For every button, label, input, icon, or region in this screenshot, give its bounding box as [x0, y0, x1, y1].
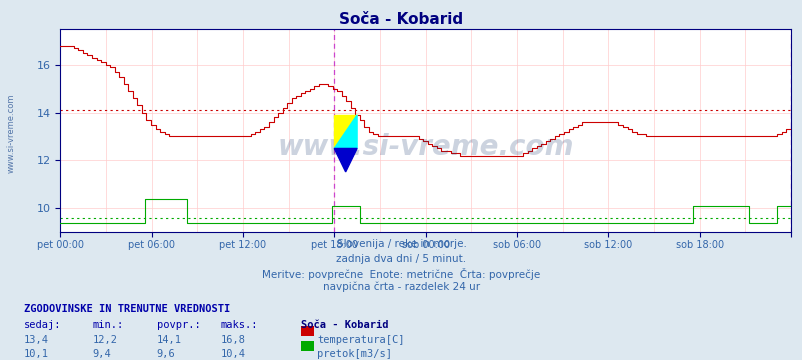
Text: povpr.:: povpr.:: [156, 320, 200, 330]
Text: ZGODOVINSKE IN TRENUTNE VREDNOSTI: ZGODOVINSKE IN TRENUTNE VREDNOSTI: [24, 304, 230, 314]
Polygon shape: [334, 115, 357, 148]
Text: www.si-vreme.com: www.si-vreme.com: [6, 94, 15, 173]
Text: 16,8: 16,8: [221, 335, 245, 345]
Text: 13,4: 13,4: [24, 335, 49, 345]
Polygon shape: [334, 115, 357, 148]
Text: temperatura[C]: temperatura[C]: [317, 335, 404, 345]
Text: www.si-vreme.com: www.si-vreme.com: [277, 133, 573, 161]
Text: 12,2: 12,2: [92, 335, 117, 345]
Text: zadnja dva dni / 5 minut.: zadnja dva dni / 5 minut.: [336, 254, 466, 264]
Text: 10,4: 10,4: [221, 349, 245, 359]
Text: 14,1: 14,1: [156, 335, 181, 345]
Text: 9,4: 9,4: [92, 349, 111, 359]
Text: Slovenija / reke in morje.: Slovenija / reke in morje.: [336, 239, 466, 249]
Text: navpična črta - razdelek 24 ur: navpična črta - razdelek 24 ur: [322, 282, 480, 292]
Text: Soča - Kobarid: Soča - Kobarid: [339, 12, 463, 27]
Text: Meritve: povprečne  Enote: metrične  Črta: povprečje: Meritve: povprečne Enote: metrične Črta:…: [262, 268, 540, 280]
Text: pretok[m3/s]: pretok[m3/s]: [317, 349, 391, 359]
Polygon shape: [334, 148, 357, 172]
Text: Soča - Kobarid: Soča - Kobarid: [301, 320, 388, 330]
Text: maks.:: maks.:: [221, 320, 258, 330]
Text: sedaj:: sedaj:: [24, 320, 62, 330]
Text: 10,1: 10,1: [24, 349, 49, 359]
Text: min.:: min.:: [92, 320, 124, 330]
Text: 9,6: 9,6: [156, 349, 175, 359]
